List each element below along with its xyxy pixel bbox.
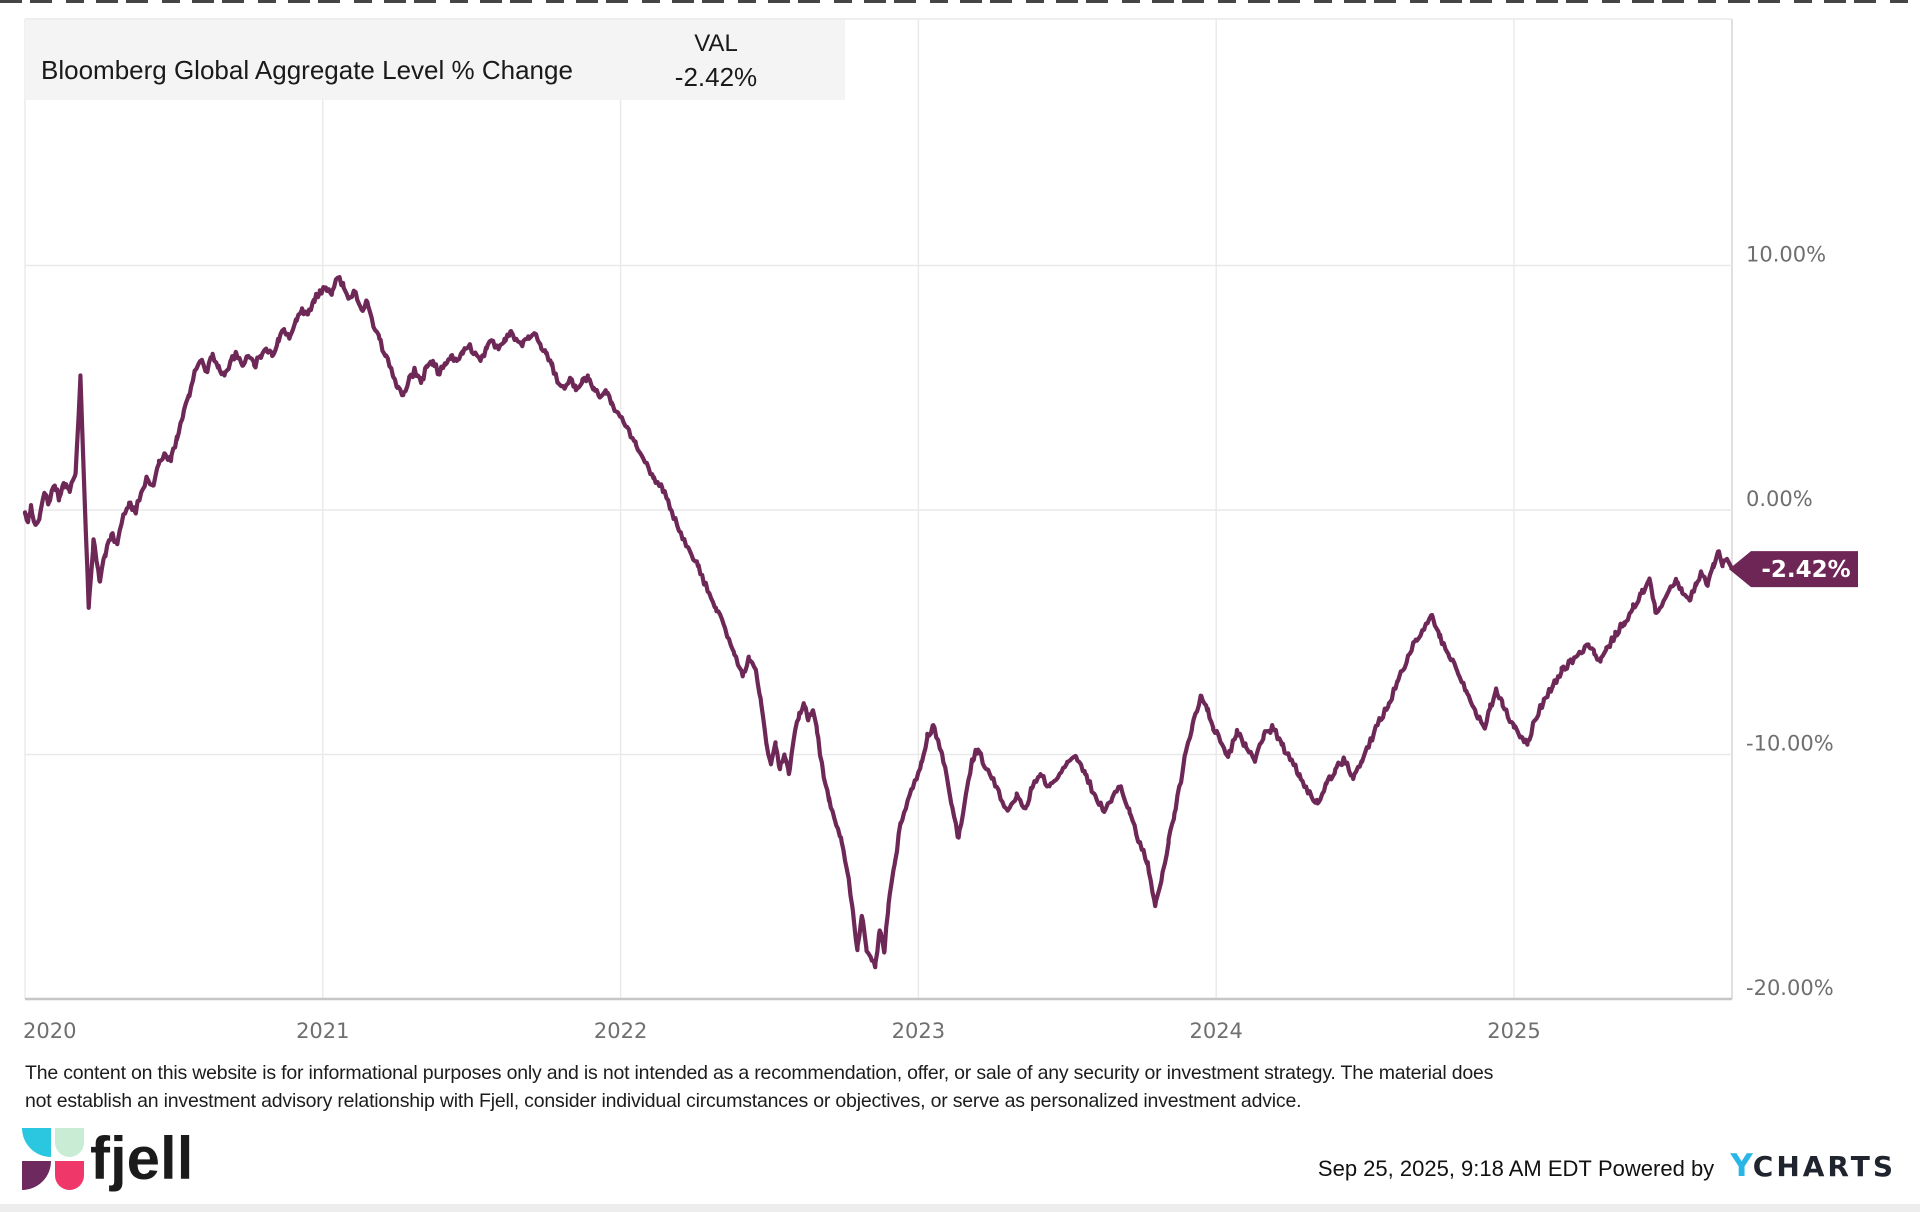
x-tick-label: 2025 — [1487, 1019, 1540, 1043]
y-tick-label: 0.00% — [1746, 487, 1813, 511]
logo-half-mint — [55, 1128, 84, 1157]
y-tick-label: 10.00% — [1746, 243, 1826, 267]
logo-quarter-plum — [22, 1161, 51, 1190]
footer: fjell Sep 25, 2025, 9:18 AM EDT Powered … — [0, 1118, 1920, 1204]
powered-by-label: Powered by — [1598, 1156, 1715, 1181]
price-chart[interactable]: 10.00% 0.00% -10.00% -20.00% 2020 2021 2022 202… — [0, 0, 1920, 1060]
val-column-header: VAL — [694, 30, 738, 57]
fjell-wordmark: fjell — [90, 1125, 194, 1192]
ycharts-y: Y — [1730, 1148, 1753, 1184]
fjell-logo[interactable]: fjell — [22, 1128, 232, 1198]
disclaimer: The content on this website is for infor… — [25, 1060, 1905, 1115]
ycharts-logo[interactable]: Y CHARTS — [1730, 1148, 1896, 1184]
legend-value-column: VAL -2.42% — [631, 20, 801, 100]
last-value-tag-text: -2.42% — [1761, 557, 1850, 583]
last-value-tag — [1729, 551, 1858, 588]
x-tick-label: 2022 — [594, 1019, 647, 1043]
series-title: Bloomberg Global Aggregate Level % Chang… — [41, 55, 573, 85]
logo-half-pink — [55, 1161, 84, 1190]
y-tick-label: -10.00% — [1746, 732, 1834, 756]
logo-quarter-cyan — [22, 1128, 51, 1157]
top-dashed-border — [0, 0, 1920, 3]
timestamp: Sep 25, 2025, 9:18 AM EDT Powered by — [1317, 1156, 1715, 1181]
ycharts-wordmark: CHARTS — [1752, 1150, 1896, 1183]
fjell-logo-icon — [22, 1128, 84, 1190]
x-tick-label: 2021 — [296, 1019, 349, 1043]
attribution: Sep 25, 2025, 9:18 AM EDT Powered by Y CH… — [1318, 1148, 1896, 1184]
legend-box: Bloomberg Global Aggregate Level % Chang… — [25, 20, 845, 100]
x-tick-label: 2023 — [892, 1019, 945, 1043]
disclaimer-line-2: not establish an investment advisory rel… — [25, 1089, 1302, 1112]
x-tick-label: 2024 — [1189, 1019, 1242, 1043]
x-tick-label: 2020 — [23, 1019, 76, 1043]
series-line — [22, 275, 1735, 970]
series-current-value: -2.42% — [674, 62, 758, 92]
disclaimer-line-1: The content on this website is for infor… — [25, 1062, 1494, 1084]
bottom-page-strip — [0, 1204, 1920, 1212]
y-tick-label: -20.00% — [1746, 976, 1834, 1000]
